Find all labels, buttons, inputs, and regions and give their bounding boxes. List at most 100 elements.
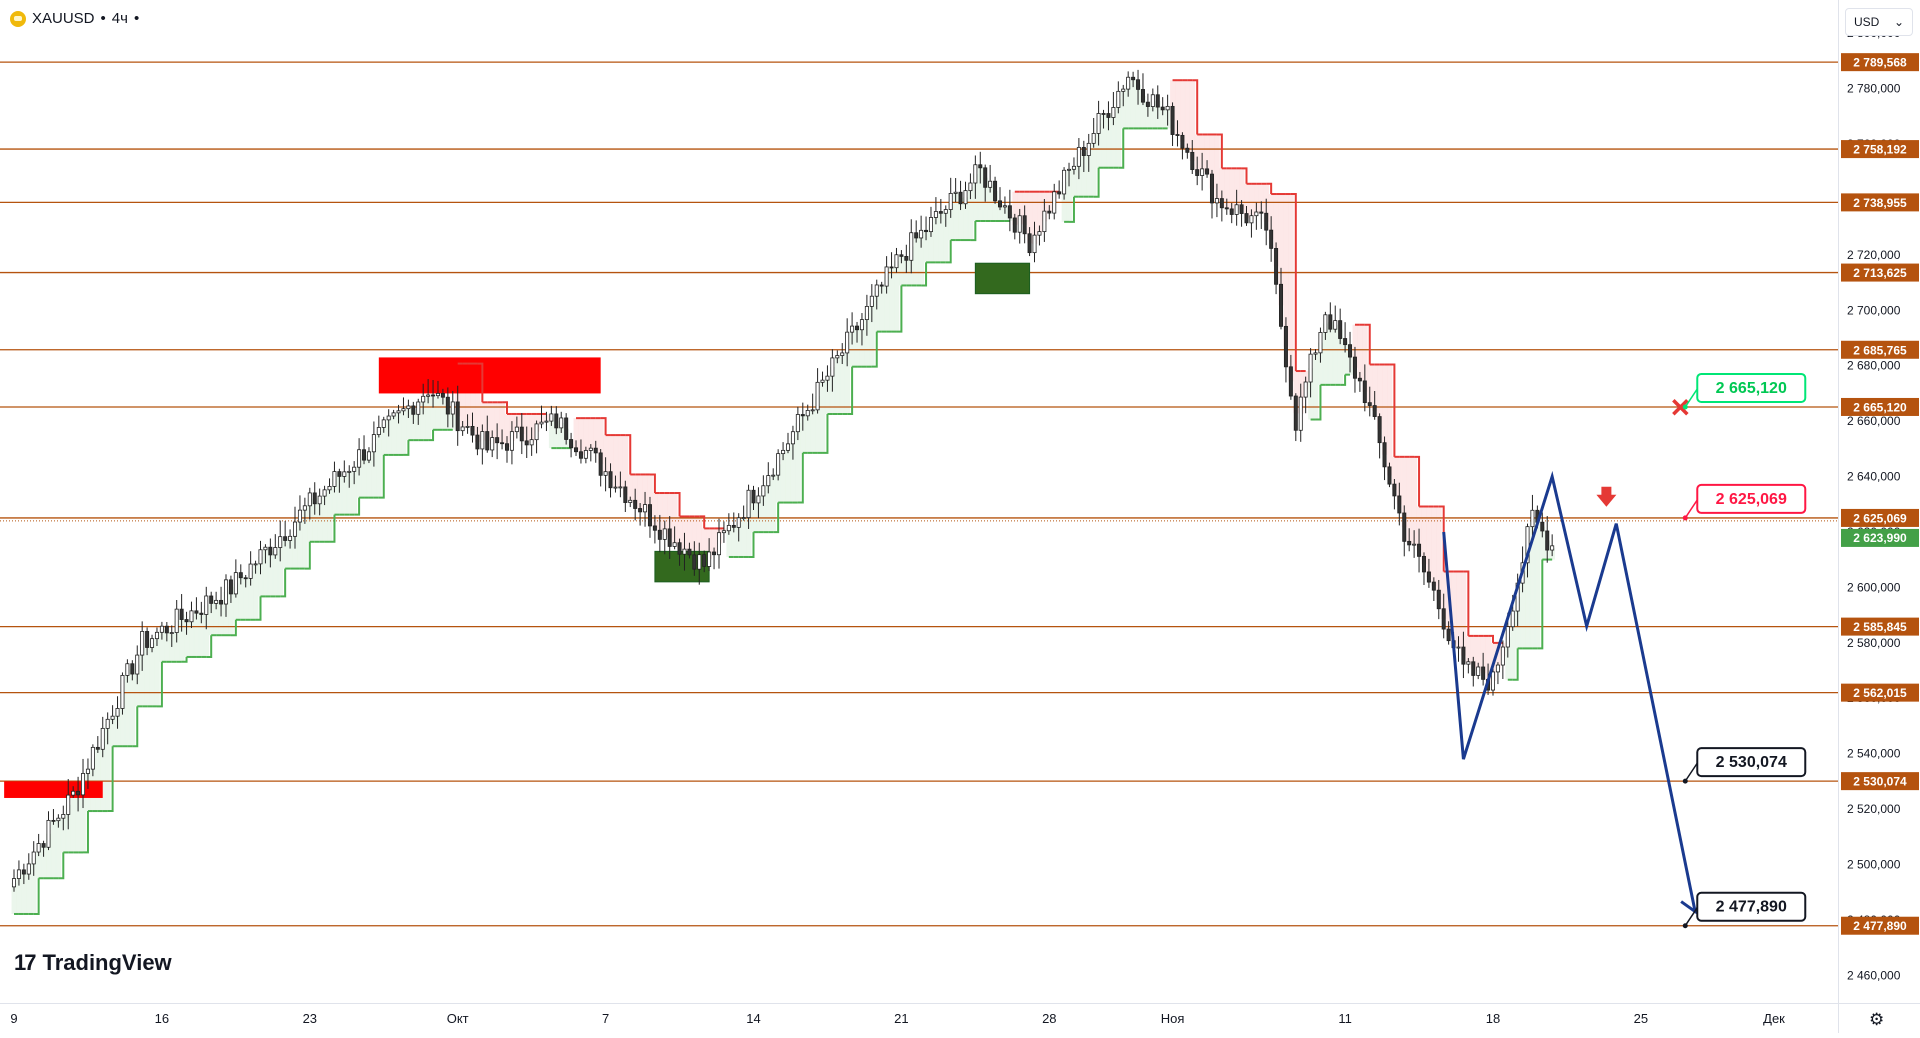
candle[interactable] [307,487,312,520]
candle[interactable] [1367,386,1372,417]
candle[interactable] [1160,97,1165,116]
candle[interactable] [302,497,307,524]
candle[interactable] [253,560,258,574]
candle[interactable] [164,622,169,642]
candle[interactable] [603,457,608,492]
candle[interactable] [445,387,450,428]
candle[interactable] [470,412,475,443]
candle[interactable] [889,252,894,279]
chart-area[interactable]: 2 665,120 2 625,069 2 530,074 2 477,890 XAU… [0,0,1838,1003]
candle[interactable] [1229,202,1234,224]
symbol-header[interactable]: XAUUSD • 4ч • [10,10,139,27]
candle[interactable] [396,404,401,424]
candle[interactable] [140,621,145,671]
candle[interactable] [928,206,933,237]
candle[interactable] [554,406,559,435]
candle[interactable] [608,463,613,498]
price-callout[interactable]: 2 625,069 [1682,483,1807,521]
candle[interactable] [66,779,71,830]
candle[interactable] [228,575,233,603]
candle[interactable] [1264,198,1269,246]
candle[interactable] [56,814,61,828]
candle[interactable] [1244,205,1249,226]
candle[interactable] [401,397,406,416]
candle[interactable] [963,181,968,209]
candle[interactable] [1481,652,1486,686]
candle[interactable] [495,423,500,460]
candle[interactable] [1397,482,1402,526]
level-price-tag[interactable]: 2 625,069 [1841,508,1919,527]
candle[interactable] [697,542,702,585]
candle[interactable] [859,313,864,346]
candle[interactable] [712,547,717,570]
level-price-tag[interactable]: 2 738,955 [1841,193,1919,212]
candle[interactable] [209,591,214,614]
candle[interactable] [1042,199,1047,242]
candle[interactable] [716,518,721,569]
candle[interactable] [46,811,51,851]
candle[interactable] [61,805,66,831]
candle[interactable] [509,421,514,465]
price-callout[interactable]: 2 665,120 [1682,372,1807,410]
candle[interactable] [805,404,810,421]
candle[interactable] [1116,81,1121,114]
candle[interactable] [524,426,529,459]
candle[interactable] [1372,391,1377,420]
candle[interactable] [1352,346,1357,393]
candle[interactable] [652,515,657,544]
candle[interactable] [1209,169,1214,219]
candle[interactable] [381,416,386,433]
candle[interactable] [1461,631,1466,679]
candle[interactable] [426,379,431,404]
candle[interactable] [790,425,795,460]
candle[interactable] [1446,621,1451,645]
candle[interactable] [978,151,983,184]
candle[interactable] [998,187,1003,211]
candle[interactable] [534,420,539,454]
candle[interactable] [1071,157,1076,175]
candle[interactable] [174,600,179,643]
candle[interactable] [243,574,248,588]
candle[interactable] [514,416,519,439]
candle[interactable] [598,449,603,487]
candle[interactable] [214,591,219,610]
candle[interactable] [1491,665,1496,696]
candle[interactable] [475,426,480,456]
candle[interactable] [1022,205,1027,244]
candle[interactable] [1436,579,1441,620]
candle[interactable] [21,863,26,885]
candle[interactable] [1441,593,1446,639]
candle[interactable] [1091,117,1096,148]
candle[interactable] [1298,383,1303,442]
candle[interactable] [1362,364,1367,412]
candle[interactable] [416,398,421,425]
candle[interactable] [1126,71,1131,97]
level-price-tag[interactable]: 2 665,120 [1841,397,1919,416]
candle[interactable] [869,284,874,323]
candle[interactable] [761,475,766,506]
candle[interactable] [1431,577,1436,602]
candle[interactable] [1086,133,1091,172]
candle[interactable] [184,611,189,635]
level-price-tag[interactable]: 2 685,765 [1841,340,1919,359]
candle[interactable] [1214,183,1219,218]
candle[interactable] [1081,140,1086,173]
candle[interactable] [406,399,411,418]
candle[interactable] [662,520,667,555]
candle[interactable] [1426,558,1431,588]
candle[interactable] [1249,209,1254,238]
candle[interactable] [219,586,224,617]
candle[interactable] [100,716,105,758]
candle[interactable] [1165,94,1170,126]
level-price-tag[interactable]: 2 713,625 [1841,263,1919,282]
close-icon[interactable] [1672,399,1689,416]
current-price-tag[interactable]: 2 623,990 [1841,528,1919,547]
candle[interactable] [337,468,342,493]
candle[interactable] [776,449,781,481]
candle[interactable] [435,380,440,399]
candle[interactable] [569,432,574,458]
candle[interactable] [721,521,726,543]
price-chart[interactable]: 2 665,120 2 625,069 2 530,074 2 477,890 [0,0,1838,1003]
candle[interactable] [1279,267,1284,330]
